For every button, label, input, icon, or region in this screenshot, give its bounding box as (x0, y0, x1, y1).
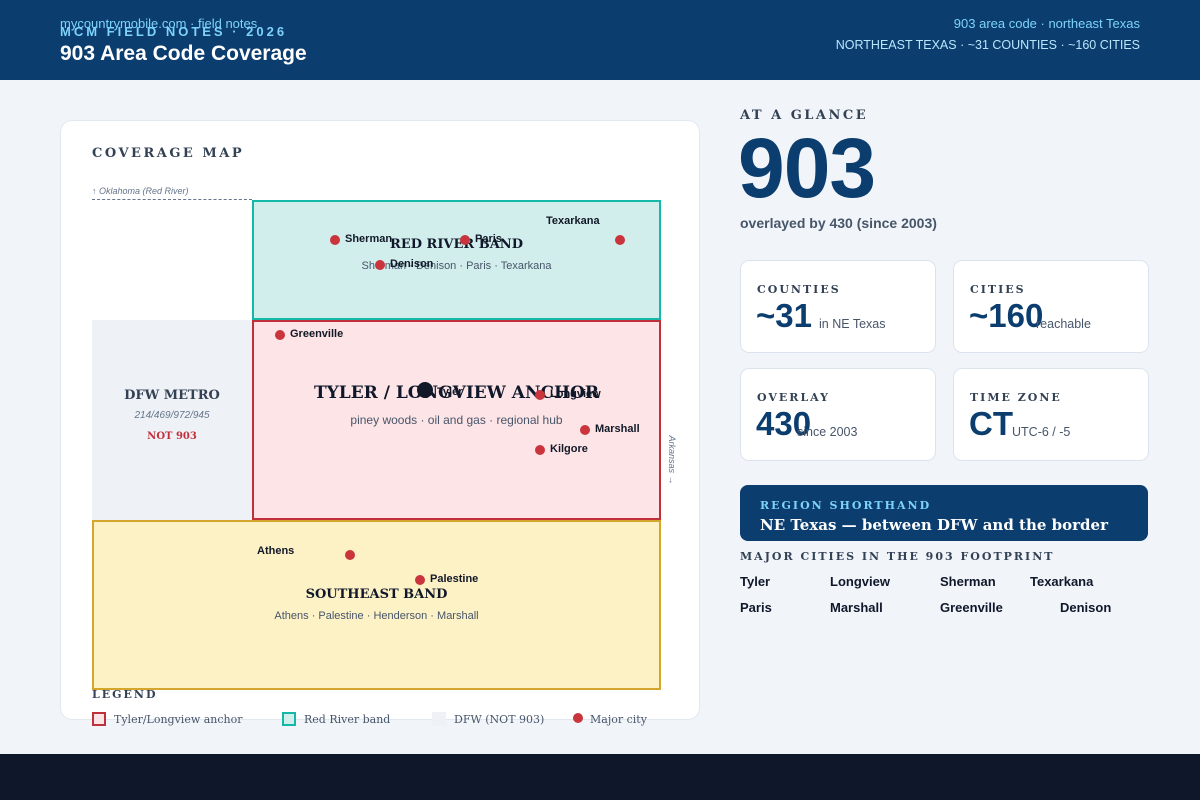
at-a-glance-label: AT A GLANCE (740, 108, 869, 123)
city-dot-denison (375, 260, 385, 270)
legend-swatch-major-city (573, 713, 583, 723)
stat-sub: since 2003 (797, 425, 858, 439)
dfw-not-903-note: NOT 903 (147, 431, 197, 442)
city-dot-sherman (330, 235, 340, 245)
stat-label: OVERLAY (757, 391, 831, 404)
red-river-band-subtitle: Sherman · Denison · Paris · Texarkana (361, 260, 552, 272)
city-label-paris: Paris (475, 233, 502, 245)
overlay-note: overlayed by 430 (since 2003) (740, 215, 937, 231)
stat-card-cities: CITIES ~160 reachable (953, 260, 1149, 353)
southeast-band-subtitle: Athens · Palestine · Henderson · Marshal… (274, 610, 479, 622)
stat-value: 430 (756, 405, 812, 442)
city-dot-athens (345, 550, 355, 560)
legend-swatch-dfw (432, 712, 446, 726)
area-code-number: 903 (738, 121, 876, 215)
southeast-band-title: SOUTHEAST BAND (305, 587, 448, 602)
city-dot-kilgore (535, 445, 545, 455)
city-dot-marshall (580, 425, 590, 435)
major-city: Tyler (740, 574, 771, 589)
major-city: Greenville (940, 600, 1003, 615)
city-label-texarkana: Texarkana (546, 215, 600, 227)
city-dot-longview (535, 390, 545, 400)
city-label-athens: Athens (257, 545, 295, 557)
stat-card-counties: COUNTIES ~31 in NE Texas (740, 260, 936, 353)
major-cities-label: MAJOR CITIES IN THE 903 FOOTPRINT (740, 550, 1055, 563)
legend-label-dfw: DFW (NOT 903) (454, 713, 545, 726)
major-city: Longview (830, 574, 890, 589)
region-shorthand-value: NE Texas — between DFW and the border (760, 516, 1108, 534)
stat-card-overlay: OVERLAY 430 since 2003 (740, 368, 936, 461)
stat-card-time-zone: TIME ZONE CT UTC-6 / -5 (953, 368, 1149, 461)
tyler-anchor-subtitle: piney woods · oil and gas · regional hub (350, 413, 563, 427)
stat-value: CT (969, 405, 1013, 442)
legend-label-tyler: Tyler/Longview anchor (114, 713, 243, 726)
major-city: Paris (740, 600, 772, 615)
city-dot-texarkana (615, 235, 625, 245)
stat-value: ~31 (756, 297, 812, 334)
zone-red-river-band (252, 200, 661, 320)
city-label-marshall: Marshall (595, 423, 640, 435)
stat-sub: UTC-6 / -5 (1012, 425, 1071, 439)
major-city: Denison (1060, 600, 1112, 615)
major-city: Marshall (830, 600, 883, 615)
city-label-denison: Denison (390, 258, 434, 270)
tyler-anchor-title: TYLER / LONGVIEW ANCHOR (313, 383, 600, 403)
zone-dfw-metro (92, 320, 252, 520)
city-label-kilgore: Kilgore (550, 443, 588, 455)
red-river-band-title: RED RIVER BAND (390, 237, 523, 252)
oklahoma-border-line (92, 199, 252, 200)
header-summary: NORTHEAST TEXAS · ~31 COUNTIES · ~160 CI… (835, 38, 1140, 52)
legend-title: LEGEND (92, 688, 158, 701)
stat-label: TIME ZONE (970, 391, 1062, 404)
footer-caption: 903 area code · northeast Texas (953, 16, 1140, 31)
stat-sub: in NE Texas (819, 317, 886, 331)
legend-label-red-river: Red River band (304, 713, 391, 726)
city-label-sherman: Sherman (345, 233, 393, 245)
footer-bar (0, 754, 1200, 800)
stat-label: COUNTIES (757, 283, 841, 296)
footer-source-link[interactable]: mycountrymobile.com · field notes (60, 16, 258, 31)
zone-tyler-longview-anchor (252, 320, 661, 520)
stat-label: CITIES (970, 283, 1026, 296)
dfw-metro-title: DFW METRO (124, 388, 220, 403)
zone-southeast-band (92, 520, 661, 690)
header-bar (0, 0, 1200, 80)
oklahoma-label: ↑ Oklahoma (Red River) (92, 186, 189, 196)
stat-value: ~160 (969, 297, 1044, 334)
region-shorthand-banner: REGION SHORTHAND NE Texas — between DFW … (740, 485, 1148, 541)
dfw-area-codes: 214/469/972/945 (134, 410, 210, 421)
stat-sub: reachable (1036, 317, 1091, 331)
city-label-palestine: Palestine (430, 573, 479, 585)
city-dot-paris (460, 235, 470, 245)
legend-label-major-city: Major city (590, 713, 647, 726)
region-shorthand-label: REGION SHORTHAND (760, 499, 932, 512)
major-city: Texarkana (1030, 574, 1094, 589)
city-dot-palestine (415, 575, 425, 585)
city-label-longview: Longview (550, 388, 601, 400)
major-city: Sherman (940, 574, 996, 589)
city-label-greenville: Greenville (290, 328, 344, 340)
legend-swatch-red-river (282, 712, 296, 726)
map-title: COVERAGE MAP (92, 146, 245, 161)
header-kicker: MCM FIELD NOTES · 2026 (60, 24, 288, 39)
city-dot-greenville (275, 330, 285, 340)
arkansas-label: Arkansas → (667, 435, 677, 485)
legend-swatch-tyler (92, 712, 106, 726)
city-label-tyler: Tyler (437, 386, 463, 398)
page-title: 903 Area Code Coverage (60, 42, 307, 65)
city-dot-tyler (417, 382, 433, 398)
